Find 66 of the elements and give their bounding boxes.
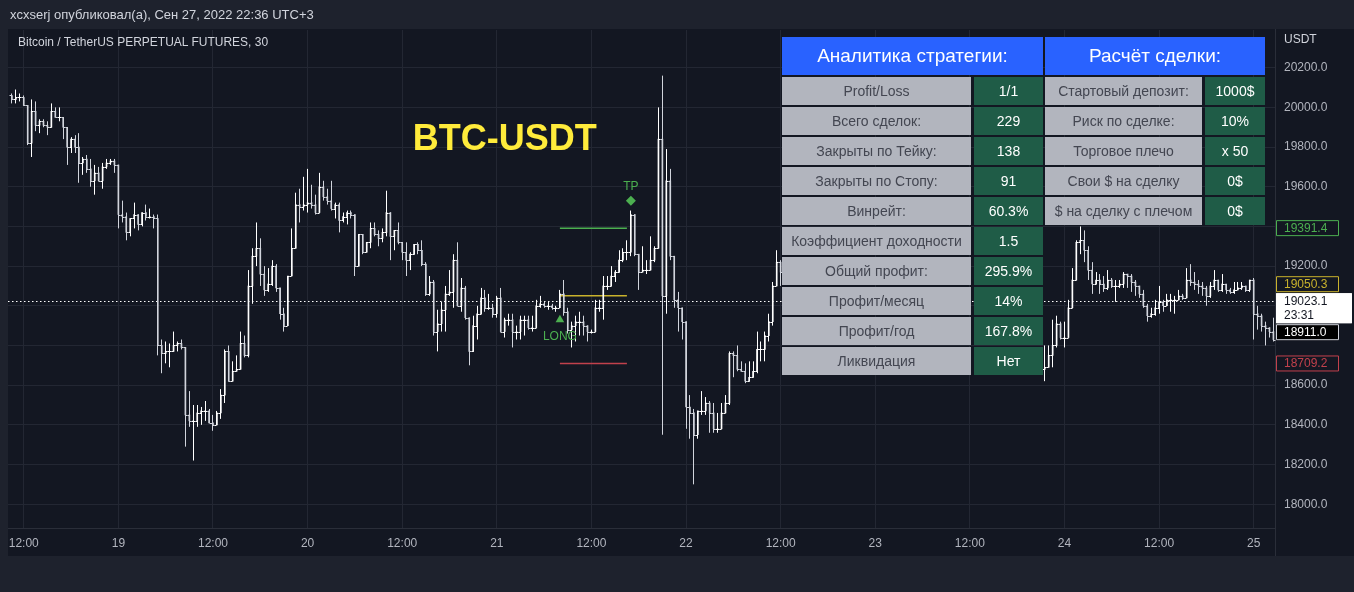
annotation: TP <box>623 178 639 193</box>
x-tick-label: 12:00 <box>576 535 607 550</box>
y-tick-label: 20000.0 <box>1284 99 1328 114</box>
annotation: 0$ <box>1205 167 1265 195</box>
annotation: Коэффициент доходности <box>782 227 971 255</box>
annotation: Риск по сделке: <box>1045 107 1202 135</box>
x-tick-label: 24 <box>1057 535 1072 550</box>
annotation: 60.3% <box>974 197 1043 225</box>
annotation: Винрейт: <box>782 197 971 225</box>
annotation: 91 <box>974 167 1043 195</box>
annotation: Закрыты по Стопу: <box>782 167 971 195</box>
annotation: Ликвидация <box>782 347 971 375</box>
x-tick-label: 12:00 <box>765 535 796 550</box>
annotation: Профит/месяц <box>782 287 971 315</box>
y-tick-label: 19800.0 <box>1284 139 1328 154</box>
annotation: 138 <box>974 137 1043 165</box>
annotation: Закрыты по Тейку: <box>782 137 971 165</box>
text: 18709.2 <box>1284 356 1328 371</box>
x-tick-label: 20 <box>300 535 315 550</box>
y-tick-label: 18400.0 <box>1284 417 1328 432</box>
annotation: 167.8% <box>974 317 1043 345</box>
text: 23:31 <box>1284 308 1315 323</box>
annotation: Стартовый депозит: <box>1045 77 1202 105</box>
annotation: $ на сделку с плечом <box>1045 197 1202 225</box>
text: 19391.4 <box>1284 220 1328 235</box>
ref-line-label: 19023.1 <box>1284 294 1328 309</box>
annotation: Торговое плечо <box>1045 137 1202 165</box>
x-tick-label: 23 <box>868 535 883 550</box>
x-tick-label: 12:00 <box>954 535 986 550</box>
x-tick-label: 12:00 <box>8 535 40 550</box>
x-tick-label: 12:00 <box>1144 535 1175 550</box>
annotation: Нет <box>974 347 1043 375</box>
annotation: Свои $ на сделку <box>1045 167 1202 195</box>
text: xcxserj опубликовал(а), Сен 27, 2022 22:36 UTC+3 <box>10 6 314 22</box>
y-tick-label: 18200.0 <box>1284 456 1328 471</box>
text: Расчёт сделки: <box>1045 37 1265 75</box>
annotation: 1/1 <box>974 77 1043 105</box>
annotation: 295.9% <box>974 257 1043 285</box>
annotation: Профит/год <box>782 317 971 345</box>
annotation: 1.5 <box>974 227 1043 255</box>
annotation: 1000$ <box>1205 77 1265 105</box>
x-tick-label: 19 <box>111 535 126 550</box>
annotation: 14% <box>974 287 1043 315</box>
y-tick-label: 18600.0 <box>1284 377 1328 392</box>
y-tick-label: 20200.0 <box>1284 60 1328 75</box>
annotation: x 50 <box>1205 137 1265 165</box>
text: 19050.3 <box>1284 277 1328 292</box>
annotation: 229 <box>974 107 1043 135</box>
annotation: BTC-USDT <box>412 116 597 158</box>
x-tick-label: 12:00 <box>197 535 229 550</box>
y-tick-label: 19200.0 <box>1284 258 1328 273</box>
annotation: Всего сделок: <box>782 107 971 135</box>
annotation: Profit/Loss <box>782 77 971 105</box>
text: 18911.0 <box>1284 325 1327 340</box>
text: Аналитика стратегии: <box>782 37 1043 75</box>
x-tick-label: 12:00 <box>387 535 418 550</box>
y-axis-title: USDT <box>1284 32 1318 47</box>
y-tick-label: 18000.0 <box>1284 496 1328 511</box>
x-tick-label: 25 <box>1247 535 1261 550</box>
x-tick-label: 21 <box>490 535 504 550</box>
annotation: 10% <box>1205 107 1265 135</box>
annotation: 0$ <box>1205 197 1265 225</box>
x-tick-label: 22 <box>679 535 694 550</box>
y-tick-label: 19600.0 <box>1284 179 1328 194</box>
text: Bitcoin / TetherUS PERPETUAL FUTURES, 30 <box>18 35 269 50</box>
annotation: Общий профит: <box>782 257 971 285</box>
